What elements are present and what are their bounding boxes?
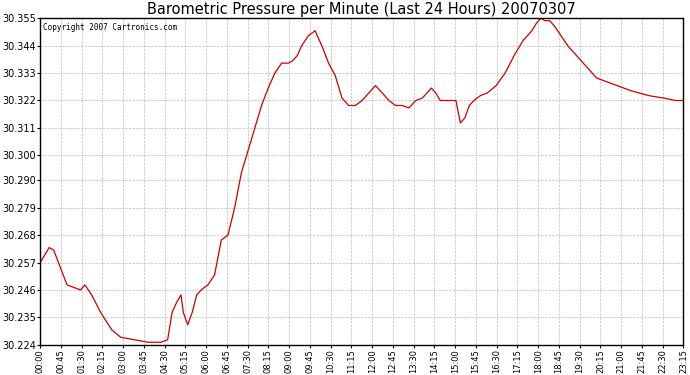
Title: Barometric Pressure per Minute (Last 24 Hours) 20070307: Barometric Pressure per Minute (Last 24 … bbox=[148, 2, 576, 17]
Text: Copyright 2007 Cartronics.com: Copyright 2007 Cartronics.com bbox=[43, 23, 177, 32]
